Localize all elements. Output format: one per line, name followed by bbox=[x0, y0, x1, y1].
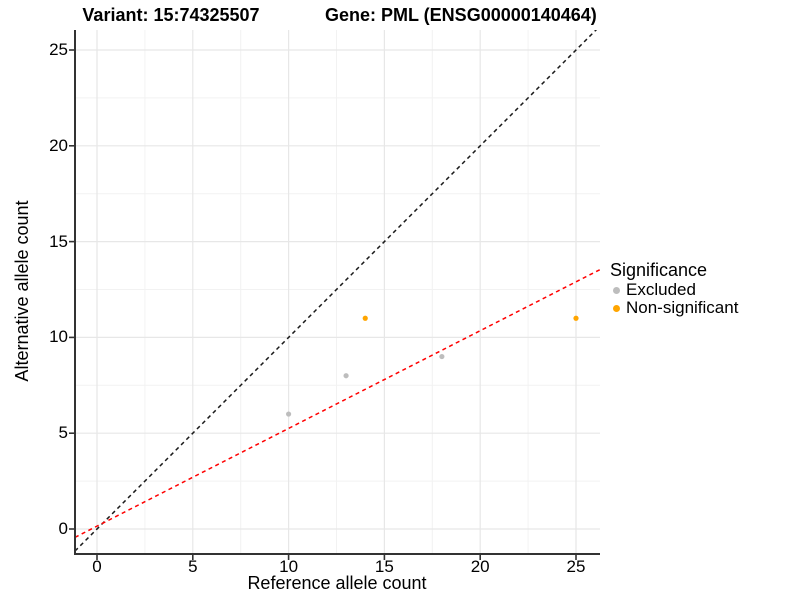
x-tick-label: 25 bbox=[566, 557, 586, 576]
x-axis-title: Reference allele count bbox=[247, 573, 427, 593]
legend-item-non-significant: Non-significant bbox=[610, 298, 739, 317]
excluded-point-icon bbox=[613, 286, 620, 294]
chart-title-gene: Gene: PML (ENSG00000140464) bbox=[325, 5, 597, 25]
chart-title-variant: Variant: 15:74325507 bbox=[82, 5, 260, 25]
x-tick-label: 20 bbox=[470, 557, 490, 576]
y-tick-label: 25 bbox=[49, 40, 68, 59]
y-tick-label: 20 bbox=[49, 135, 68, 155]
legend-title: Significance bbox=[610, 260, 708, 280]
y-tick-label: 10 bbox=[49, 327, 68, 347]
legend-label-non-significant: Non-significant bbox=[626, 298, 739, 317]
y-axis-title: Alternative allele count bbox=[12, 200, 32, 382]
y-tick-label: 5 bbox=[58, 423, 68, 443]
legend-item-excluded: Excluded bbox=[610, 280, 738, 299]
legend-label-excluded: Excluded bbox=[626, 280, 696, 299]
y-tick-label: 15 bbox=[49, 231, 68, 251]
x-tick-label: 0 bbox=[92, 557, 102, 576]
y-tick-label: 0 bbox=[58, 519, 68, 538]
x-tick-label: 15 bbox=[374, 557, 394, 576]
x-tick-label: 5 bbox=[188, 557, 198, 576]
x-tick-label: 10 bbox=[279, 557, 299, 576]
legend: Significance Excluded Non-significant bbox=[610, 260, 738, 317]
non-significant-point-icon bbox=[613, 304, 620, 312]
